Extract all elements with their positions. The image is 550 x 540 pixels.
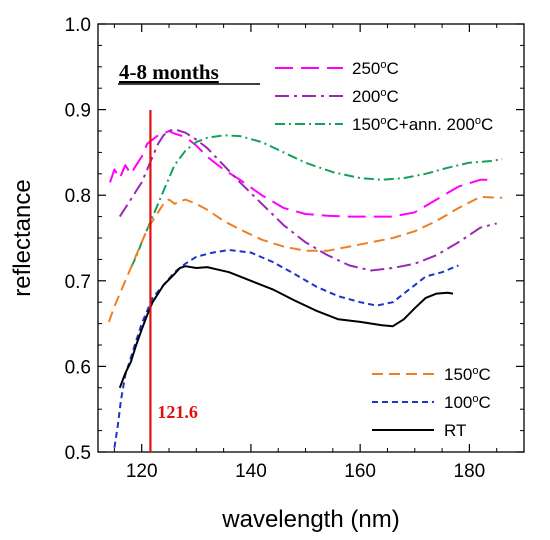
x-tick-label: 180 bbox=[454, 461, 486, 482]
series-line-100c bbox=[113, 249, 459, 448]
marker-line-layer: 121.6 bbox=[149, 110, 198, 452]
legend-label: 250oC bbox=[352, 59, 399, 78]
legend-label: 150oC+ann. 200oC bbox=[352, 115, 493, 134]
y-tick-label: 0.8 bbox=[65, 186, 91, 207]
y-tick-label: 0.9 bbox=[65, 101, 91, 122]
legend-label: 150oC bbox=[444, 365, 491, 384]
x-tick-label: 140 bbox=[235, 461, 267, 482]
legend-label: 200oC bbox=[352, 87, 399, 106]
legend-label: 100oC bbox=[444, 393, 491, 412]
y-axis-title: reflectance bbox=[9, 179, 36, 296]
axis-tick-labels: 120 140 160 180 0.5 0.6 0.7 0.8 0.9 1.0 bbox=[65, 15, 486, 482]
y-tick-label: 0.6 bbox=[65, 357, 91, 378]
series-line-150c-ann bbox=[129, 134, 503, 269]
y-tick-label: 0.5 bbox=[65, 443, 91, 464]
marker-line-label: 121.6 bbox=[157, 402, 198, 422]
legend-bottom: 150oC 100oC RT bbox=[372, 365, 491, 440]
series-line-200c bbox=[118, 128, 497, 272]
legend-label: RT bbox=[444, 421, 466, 440]
x-axis-title: wavelength (nm) bbox=[221, 506, 399, 533]
series-line-150c bbox=[107, 195, 503, 323]
y-tick-label: 1.0 bbox=[65, 15, 91, 36]
axis-ticks bbox=[98, 23, 524, 453]
plot-frame bbox=[97, 23, 525, 453]
series-line-rt bbox=[118, 265, 454, 389]
x-tick-label: 160 bbox=[344, 461, 376, 482]
x-tick-label: 120 bbox=[126, 461, 158, 482]
series-lines bbox=[107, 128, 503, 448]
legend-top: 250oC 200oC 150oC+ann. 200oC bbox=[275, 59, 493, 134]
series-line-250c bbox=[109, 130, 492, 218]
y-tick-label: 0.7 bbox=[65, 272, 91, 293]
period-annotation: 4-8 months bbox=[119, 60, 219, 84]
